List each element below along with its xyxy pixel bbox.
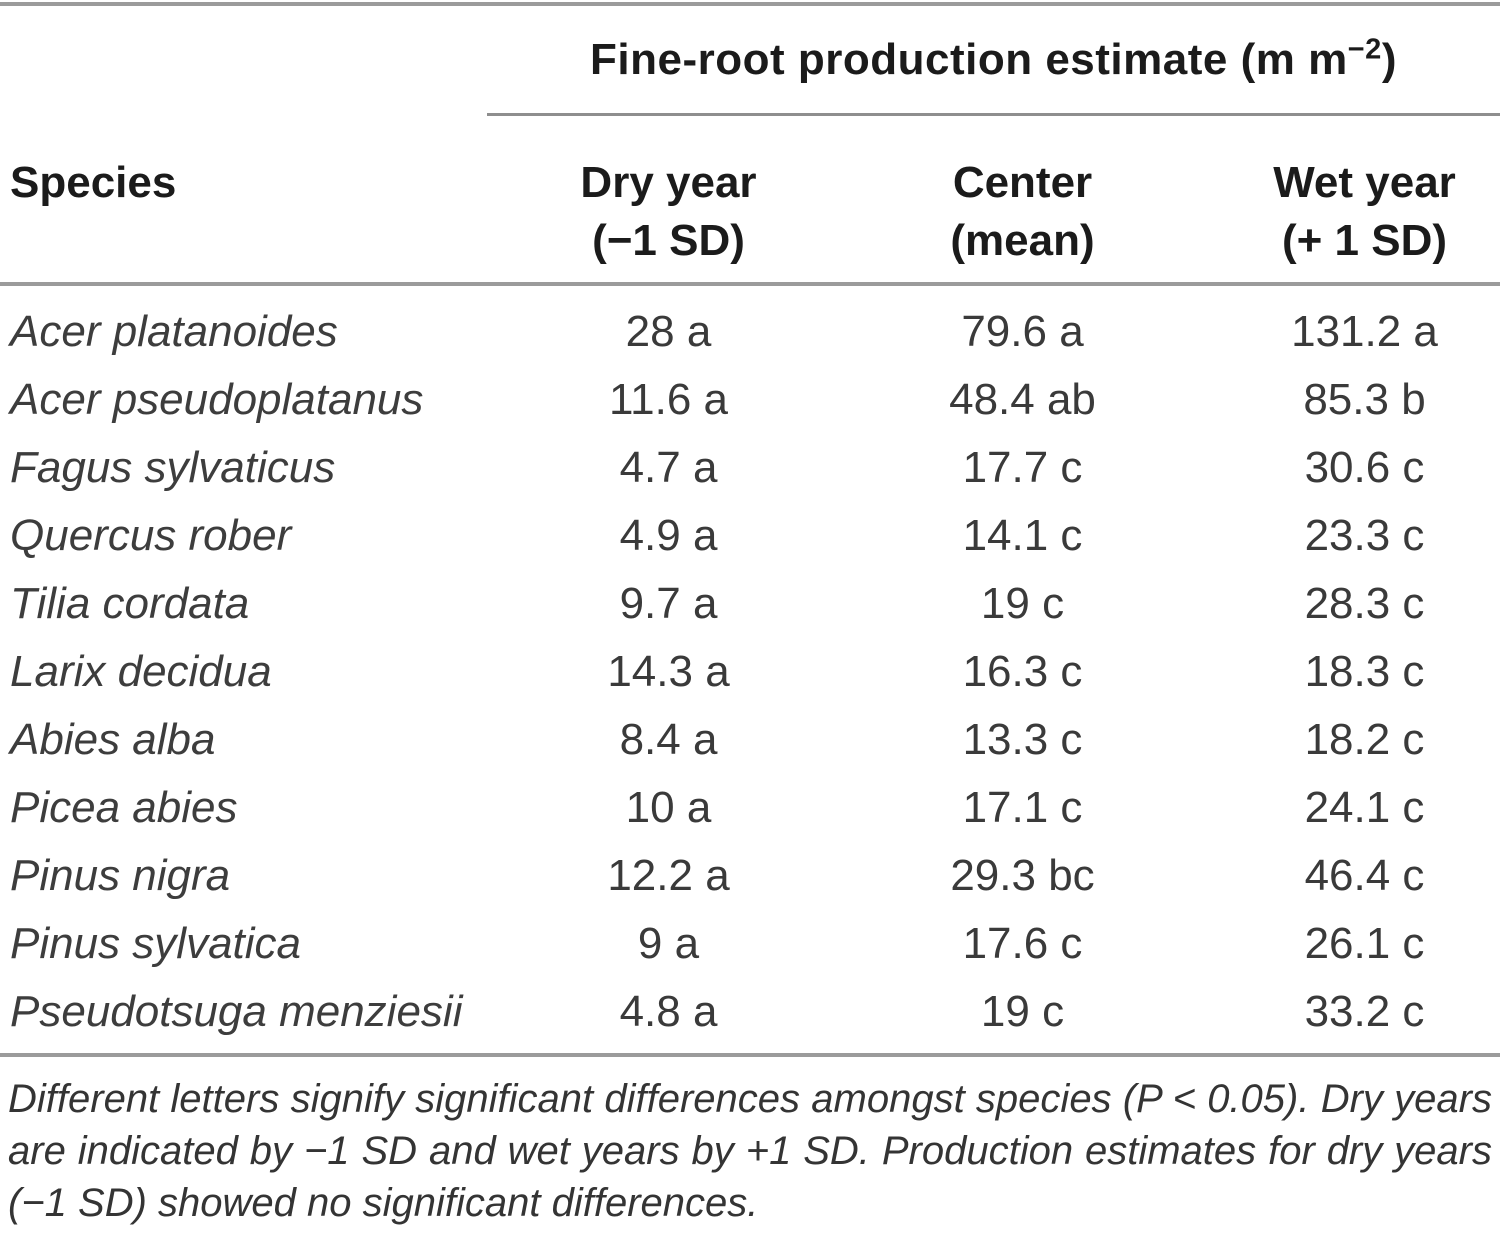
column-header-center: Center (mean) bbox=[850, 154, 1195, 282]
species-cell: Larix decidua bbox=[10, 647, 272, 696]
wet-year-cell: 18.3 c bbox=[1304, 647, 1425, 696]
table-body: Acer platanoides 28 a 79.6 a 131.2 a Ace… bbox=[0, 286, 1500, 1053]
header-body-rule bbox=[0, 282, 1500, 286]
table-row: Picea abies 10 a 17.1 c 24.1 c bbox=[0, 774, 1500, 842]
spanner-header-row: Fine-root production estimate (m m−2) bbox=[0, 6, 1500, 116]
dry-year-cell: 8.4 a bbox=[619, 715, 718, 764]
species-cell: Acer platanoides bbox=[10, 307, 338, 356]
center-cell: 14.1 c bbox=[962, 511, 1083, 560]
wet-year-cell: 46.4 c bbox=[1304, 851, 1425, 900]
wet-year-cell: 30.6 c bbox=[1304, 443, 1425, 492]
column-header-wet-line2: (+ 1 SD) bbox=[1281, 216, 1448, 265]
species-cell: Picea abies bbox=[10, 783, 238, 832]
column-header-wet-line1: Wet year bbox=[1273, 158, 1456, 207]
wet-year-cell: 85.3 b bbox=[1303, 375, 1426, 424]
species-cell: Pseudotsuga menziesii bbox=[10, 987, 463, 1036]
dry-year-cell: 10 a bbox=[625, 783, 712, 832]
center-cell: 13.3 c bbox=[962, 715, 1083, 764]
table-footnote: Different letters signify significant di… bbox=[0, 1057, 1500, 1229]
center-cell: 16.3 c bbox=[962, 647, 1083, 696]
table-row: Acer pseudoplatanus 11.6 a 48.4 ab 85.3 … bbox=[0, 366, 1500, 434]
dry-year-cell: 4.9 a bbox=[619, 511, 718, 560]
table-row: Acer platanoides 28 a 79.6 a 131.2 a bbox=[0, 298, 1500, 366]
wet-year-cell: 28.3 c bbox=[1304, 579, 1425, 628]
dry-year-cell: 28 a bbox=[625, 307, 712, 356]
species-cell: Tilia cordata bbox=[10, 579, 250, 628]
body-footnote-rule bbox=[0, 1053, 1500, 1057]
column-header-row: Species Dry year (−1 SD) Center (mean) W… bbox=[0, 116, 1500, 282]
species-cell: Pinus sylvatica bbox=[10, 919, 302, 968]
wet-year-cell: 33.2 c bbox=[1304, 987, 1425, 1036]
column-header-center-line1: Center bbox=[952, 158, 1093, 207]
center-cell: 29.3 bc bbox=[950, 851, 1095, 900]
spanner-box: Fine-root production estimate (m m−2) bbox=[487, 6, 1500, 116]
wet-year-cell: 23.3 c bbox=[1304, 511, 1425, 560]
wet-year-cell: 131.2 a bbox=[1291, 307, 1438, 356]
center-cell: 19 c bbox=[980, 579, 1065, 628]
center-cell: 17.1 c bbox=[962, 783, 1083, 832]
dry-year-cell: 9 a bbox=[637, 919, 700, 968]
center-cell: 48.4 ab bbox=[949, 375, 1096, 424]
table-row: Pseudotsuga menziesii 4.8 a 19 c 33.2 c bbox=[0, 978, 1500, 1046]
column-header-center-line2: (mean) bbox=[950, 216, 1095, 265]
spanner-title-superscript: −2 bbox=[1347, 32, 1382, 65]
column-header-species-label: Species bbox=[10, 158, 177, 207]
wet-year-cell: 26.1 c bbox=[1304, 919, 1425, 968]
wet-year-cell: 24.1 c bbox=[1304, 783, 1425, 832]
column-header-dry-line1: Dry year bbox=[580, 158, 757, 207]
species-cell: Abies alba bbox=[10, 715, 216, 764]
table-row: Abies alba 8.4 a 13.3 c 18.2 c bbox=[0, 706, 1500, 774]
table-row: Tilia cordata 9.7 a 19 c 28.3 c bbox=[0, 570, 1500, 638]
dry-year-cell: 4.8 a bbox=[619, 987, 718, 1036]
center-cell: 17.6 c bbox=[962, 919, 1083, 968]
table-row: Fagus sylvaticus 4.7 a 17.7 c 30.6 c bbox=[0, 434, 1500, 502]
table-row: Quercus rober 4.9 a 14.1 c 23.3 c bbox=[0, 502, 1500, 570]
column-header-dry-year: Dry year (−1 SD) bbox=[487, 154, 850, 282]
table-row: Pinus nigra 12.2 a 29.3 bc 46.4 c bbox=[0, 842, 1500, 910]
column-header-wet-year: Wet year (+ 1 SD) bbox=[1195, 154, 1500, 282]
top-rule bbox=[0, 2, 1500, 6]
species-cell: Fagus sylvaticus bbox=[10, 443, 336, 492]
table-row: Pinus sylvatica 9 a 17.6 c 26.1 c bbox=[0, 910, 1500, 978]
center-cell: 19 c bbox=[980, 987, 1065, 1036]
species-cell: Quercus rober bbox=[10, 511, 292, 560]
spanner-title-main: Fine-root production estimate (m m bbox=[590, 34, 1348, 84]
species-cell: Acer pseudoplatanus bbox=[10, 375, 424, 424]
spanner-spacer bbox=[0, 6, 487, 116]
dry-year-cell: 14.3 a bbox=[607, 647, 730, 696]
spanner-title: Fine-root production estimate (m m−2) bbox=[590, 32, 1397, 85]
footnote-line: are indicated by −1 SD and wet years by … bbox=[8, 1129, 1492, 1173]
dry-year-cell: 9.7 a bbox=[619, 579, 718, 628]
footnote-line: (−1 SD) showed no significant difference… bbox=[8, 1181, 759, 1225]
table-row: Larix decidua 14.3 a 16.3 c 18.3 c bbox=[0, 638, 1500, 706]
wet-year-cell: 18.2 c bbox=[1304, 715, 1425, 764]
column-header-species: Species bbox=[0, 154, 487, 282]
dry-year-cell: 12.2 a bbox=[607, 851, 730, 900]
center-cell: 79.6 a bbox=[961, 307, 1084, 356]
spanner-title-close: ) bbox=[1381, 34, 1397, 84]
center-cell: 17.7 c bbox=[962, 443, 1083, 492]
dry-year-cell: 11.6 a bbox=[608, 375, 729, 424]
footnote-line: Different letters signify significant di… bbox=[8, 1077, 1492, 1121]
dry-year-cell: 4.7 a bbox=[619, 443, 718, 492]
column-header-dry-line2: (−1 SD) bbox=[592, 216, 745, 265]
species-cell: Pinus nigra bbox=[10, 851, 231, 900]
